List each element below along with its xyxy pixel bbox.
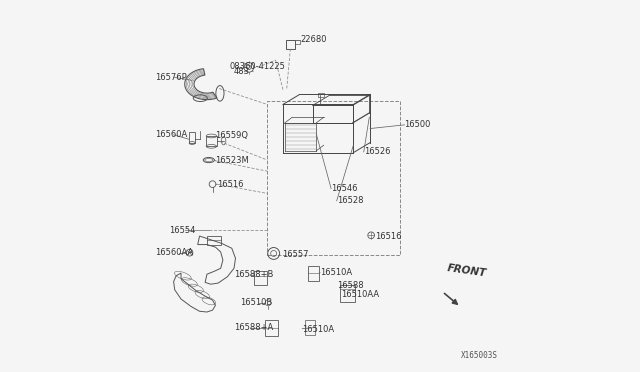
- Bar: [265, 320, 278, 336]
- Text: 16559Q: 16559Q: [216, 131, 248, 141]
- Text: 16588+A: 16588+A: [234, 323, 273, 332]
- Text: 16546: 16546: [331, 184, 358, 193]
- Bar: [254, 271, 268, 285]
- Bar: [308, 266, 319, 281]
- Text: 16560AA: 16560AA: [155, 248, 193, 257]
- Bar: [295, 39, 300, 44]
- Text: 16516: 16516: [376, 231, 402, 241]
- Text: 16576P: 16576P: [155, 73, 187, 82]
- Text: 16523M: 16523M: [216, 156, 249, 165]
- Text: 16554: 16554: [169, 226, 196, 235]
- Text: 16560A: 16560A: [155, 130, 188, 140]
- Bar: [189, 132, 195, 143]
- Text: 483: 483: [234, 67, 250, 76]
- Bar: [305, 320, 315, 335]
- Text: 16500: 16500: [404, 121, 431, 129]
- Bar: [318, 93, 324, 97]
- Bar: [340, 285, 355, 302]
- Bar: [286, 39, 295, 49]
- Text: 16588+B: 16588+B: [234, 270, 273, 279]
- Text: 16516: 16516: [217, 180, 243, 189]
- Text: 16557: 16557: [282, 250, 308, 259]
- Text: 08360-41225: 08360-41225: [229, 62, 285, 71]
- Bar: [206, 136, 216, 146]
- Text: 22680: 22680: [300, 35, 327, 44]
- Text: FRONT: FRONT: [447, 263, 488, 279]
- Text: X165003S: X165003S: [461, 351, 498, 360]
- Text: 16510A: 16510A: [302, 325, 334, 334]
- Text: 16526: 16526: [364, 147, 390, 156]
- Text: 16588: 16588: [337, 281, 364, 290]
- Text: 16510B: 16510B: [240, 298, 273, 307]
- Text: 16528: 16528: [337, 196, 363, 205]
- Bar: [268, 101, 400, 254]
- Bar: [207, 236, 221, 244]
- Text: 16510A: 16510A: [320, 268, 352, 277]
- Text: 16510AA: 16510AA: [342, 290, 380, 299]
